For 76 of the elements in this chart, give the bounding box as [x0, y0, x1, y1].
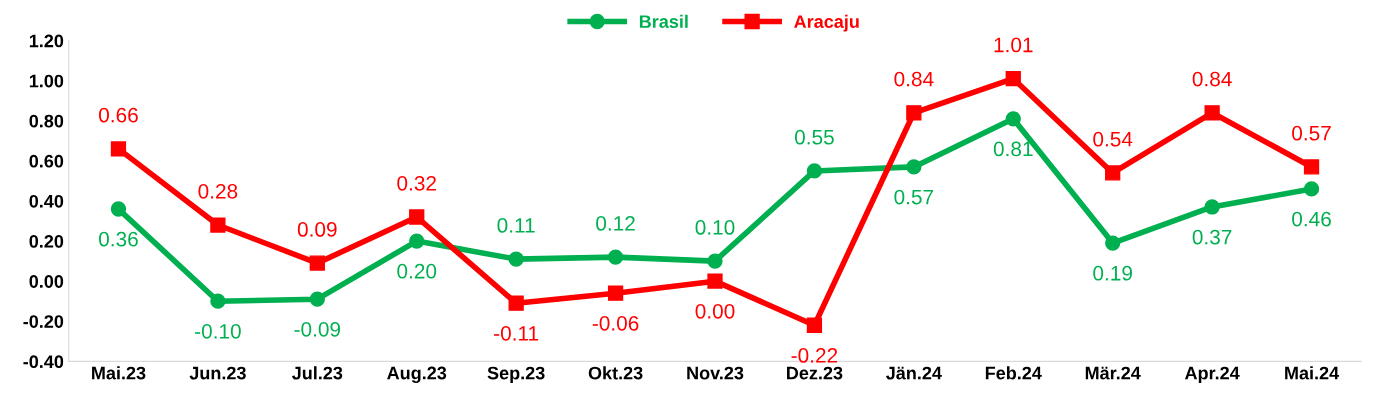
- x-tick-label: Dez.23: [787, 366, 843, 380]
- point: [508, 295, 524, 311]
- x-tick-label: Mai.24: [1285, 366, 1340, 380]
- data-label: 0.00: [695, 303, 735, 319]
- data-label: 0.84: [1192, 71, 1232, 87]
- point: [607, 285, 624, 301]
- y-tick-label: 1.00: [29, 74, 64, 88]
- legend-label: Brasil: [639, 14, 688, 28]
- point: [110, 141, 127, 157]
- point: [806, 163, 823, 179]
- point: [1105, 235, 1121, 251]
- y-tick-label: 0.80: [29, 114, 64, 128]
- point: [806, 317, 823, 333]
- x-tick-label: Sep.23: [487, 366, 545, 384]
- data-label: 0.12: [596, 216, 635, 231]
- data-label: 0.32: [397, 175, 436, 191]
- y-tick-label: -0.20: [23, 315, 64, 328]
- point: [409, 233, 425, 249]
- x-tick-label: Nov.23: [687, 366, 744, 380]
- x-tick-label: Okt.23: [588, 366, 643, 380]
- data-label: -0.09: [294, 321, 341, 337]
- data-label: -0.10: [195, 323, 241, 339]
- x-tick-label: Mär.24: [1085, 366, 1141, 380]
- y-tick-label: 0.00: [29, 275, 64, 288]
- point: [1005, 111, 1021, 127]
- point: [309, 255, 325, 271]
- data-label: -0.22: [791, 348, 838, 363]
- data-label: 0.57: [1292, 125, 1331, 141]
- point: [1204, 199, 1220, 215]
- data-label: 0.19: [1093, 265, 1132, 281]
- point: [409, 209, 425, 225]
- data-label: 0.10: [695, 220, 735, 235]
- point: [1204, 105, 1220, 121]
- data-label: 0.57: [894, 189, 934, 205]
- x-tick-label: Jän.24: [886, 366, 942, 380]
- x-tick-label: Jun.23: [189, 366, 246, 380]
- x-tick-label: Feb.24: [985, 366, 1042, 380]
- data-label: 0.28: [198, 183, 238, 199]
- point: [508, 251, 524, 267]
- point: [1303, 181, 1320, 197]
- legend-label: Aracaju: [794, 14, 859, 32]
- data-label: 0.37: [1192, 229, 1232, 245]
- data-label: -0.06: [592, 315, 639, 331]
- data-label: 1.01: [994, 37, 1033, 53]
- point: [210, 293, 226, 309]
- data-label: 0.66: [99, 107, 138, 123]
- point: [607, 249, 624, 265]
- y-tick-label: 1.20: [29, 34, 64, 48]
- x-tick-label: Jul.23: [291, 366, 343, 380]
- point: [210, 217, 226, 233]
- data-label: 0.11: [497, 218, 535, 233]
- data-label: 0.46: [1292, 211, 1331, 227]
- x-tick-label: Aug.23: [387, 366, 447, 384]
- point: [906, 159, 922, 175]
- point: [1105, 165, 1121, 181]
- data-label: 0.84: [894, 71, 934, 87]
- point: [906, 105, 922, 121]
- x-tick-label: Apr.24: [1184, 366, 1240, 384]
- y-tick-label: -0.40: [23, 355, 64, 369]
- x-tick-label: Mai.23: [92, 366, 146, 380]
- point: [1303, 159, 1320, 175]
- y-tick-label: 0.20: [29, 235, 64, 248]
- data-label: -0.11: [494, 325, 539, 341]
- point: [110, 201, 127, 217]
- data-label: 0.55: [794, 129, 834, 145]
- y-tick-label: 0.60: [29, 154, 64, 168]
- data-label: 0.20: [397, 263, 437, 279]
- y-tick-label: 0.40: [29, 194, 64, 208]
- data-label: 0.54: [1093, 131, 1133, 147]
- point: [1005, 71, 1021, 87]
- point: [707, 273, 723, 289]
- point: [309, 291, 325, 307]
- data-label: 0.36: [99, 231, 138, 247]
- point: [707, 253, 723, 269]
- data-label: 0.09: [297, 222, 337, 237]
- data-label: 0.81: [993, 141, 1033, 157]
